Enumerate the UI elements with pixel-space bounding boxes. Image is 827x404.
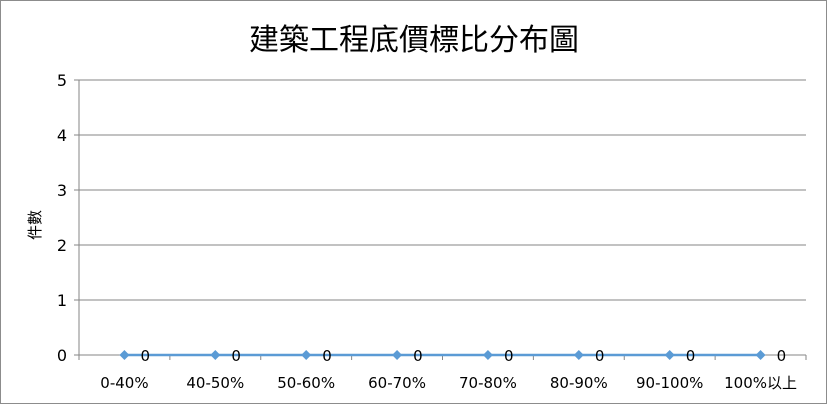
x-tick-label: 90-100% — [636, 374, 703, 392]
data-point — [573, 350, 584, 360]
x-tick-label: 70-80% — [459, 374, 517, 392]
data-label: 0 — [777, 347, 787, 365]
y-tick-label: 3 — [57, 181, 67, 200]
data-label: 0 — [686, 347, 696, 365]
data-label: 0 — [140, 347, 150, 365]
data-label: 0 — [231, 347, 241, 365]
y-tick-label: 5 — [57, 71, 67, 90]
y-tick-label: 1 — [57, 291, 67, 310]
data-point — [482, 350, 493, 360]
data-label: 0 — [322, 347, 332, 365]
data-label: 0 — [504, 347, 514, 365]
data-point — [664, 350, 675, 360]
x-tick-label: 80-90% — [550, 374, 608, 392]
data-point — [301, 350, 312, 360]
y-tick-label: 0 — [57, 346, 67, 365]
y-axis-label: 件數 — [26, 210, 44, 240]
x-tick-label: 100%以上 — [724, 374, 797, 392]
data-label: 0 — [413, 347, 423, 365]
x-tick-label: 0-40% — [100, 374, 148, 392]
y-tick-label: 4 — [57, 126, 67, 145]
x-tick-label: 40-50% — [186, 374, 244, 392]
data-point — [119, 350, 130, 360]
data-point — [210, 350, 221, 360]
chart-title: 建築工程底價標比分布圖 — [249, 23, 579, 58]
data-point — [392, 350, 403, 360]
x-tick-label: 60-70% — [368, 374, 426, 392]
data-label: 0 — [595, 347, 605, 365]
x-tick-label: 50-60% — [277, 374, 335, 392]
y-tick-label: 2 — [57, 236, 67, 255]
data-point — [755, 350, 766, 360]
